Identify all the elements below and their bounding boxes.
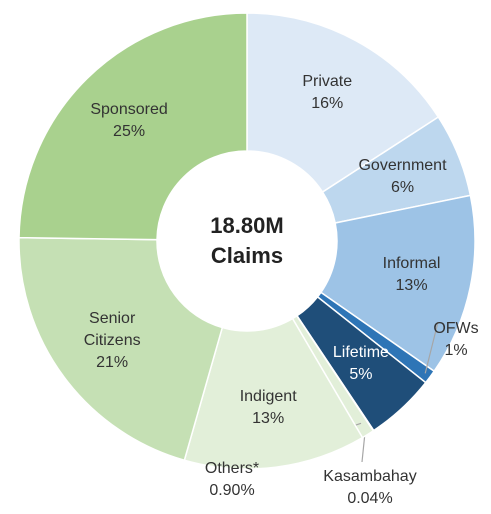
center-value: 18.80M bbox=[210, 213, 284, 238]
category-label: Kasambahay bbox=[323, 468, 417, 485]
category-label: OFWs bbox=[433, 320, 479, 337]
value-label: 5% bbox=[349, 366, 373, 384]
slice-label: Indigent 13% bbox=[213, 386, 323, 430]
value-label: 25% bbox=[113, 123, 146, 141]
category-label: Private bbox=[302, 73, 353, 91]
value-label: 13% bbox=[395, 276, 428, 294]
value-label: 1% bbox=[444, 342, 468, 359]
category-label: Others* bbox=[204, 460, 260, 477]
slice-label: Government 6% bbox=[348, 155, 458, 199]
value-label: 21% bbox=[96, 354, 129, 372]
slice-label: Kasambahay 0.04% bbox=[315, 466, 425, 510]
slice-label: Others* 0.90% bbox=[177, 458, 287, 502]
leader-line bbox=[424, 321, 439, 374]
slice-label: OFWs 1% bbox=[401, 318, 491, 362]
value-label: 13% bbox=[252, 409, 285, 427]
center-caption: Claims bbox=[210, 243, 284, 268]
slice-label: Senior Citizens 21% bbox=[72, 308, 152, 374]
slice-label: Informal 13% bbox=[357, 253, 467, 297]
donut-slice bbox=[18, 236, 224, 462]
value-label: 0.04% bbox=[347, 490, 393, 507]
slice-label: Sponsored 25% bbox=[74, 99, 184, 143]
donut-slice bbox=[183, 317, 364, 470]
category-label: Senior Citizens bbox=[83, 310, 141, 350]
value-label: 6% bbox=[390, 179, 415, 197]
category-label: Lifetime bbox=[332, 344, 389, 362]
category-label: Informal bbox=[382, 254, 441, 272]
category-label: Government bbox=[358, 157, 447, 175]
donut-slice bbox=[18, 12, 248, 241]
slice-label: Private 16% bbox=[272, 71, 382, 115]
value-label: 16% bbox=[311, 95, 344, 113]
category-label: Sponsored bbox=[90, 101, 168, 119]
value-label: 0.90% bbox=[209, 482, 255, 499]
center-label: 18.80M Claims bbox=[210, 211, 283, 271]
category-label: Indigent bbox=[239, 387, 297, 405]
slice-label: Lifetime 5% bbox=[306, 342, 416, 386]
